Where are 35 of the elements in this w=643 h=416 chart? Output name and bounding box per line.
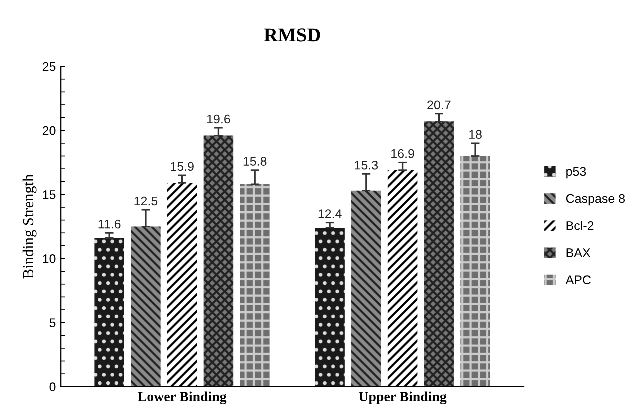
y-tick-label: 5 (50, 318, 56, 328)
legend-label: Caspase 8 (566, 194, 626, 206)
bar (204, 136, 234, 387)
y-tick-label: 15 (43, 190, 56, 200)
data-label: 20.7 (428, 100, 451, 110)
data-label: 18 (470, 130, 482, 140)
legend-label: Bcl-2 (566, 221, 594, 230)
data-label: 15.9 (171, 162, 194, 172)
y-axis-title: Binding Strength (22, 174, 37, 279)
x-tick-label: Lower Binding (138, 392, 227, 404)
bar (167, 183, 198, 387)
bar (240, 184, 270, 387)
y-tick-label: 20 (42, 126, 56, 136)
x-tick-label: Upper Binding (359, 392, 447, 404)
bar (94, 238, 124, 387)
y-tick-label: 25 (42, 62, 56, 72)
legend-label: APC (566, 276, 592, 284)
y-tick-label: 10 (43, 254, 56, 264)
bar (460, 156, 490, 387)
bar (424, 122, 454, 387)
data-label: 12.4 (318, 210, 342, 218)
data-label: 12.5 (134, 196, 158, 206)
legend-label: BAX (566, 248, 591, 258)
chart-title: RMSD (264, 28, 320, 42)
y-tick-label: 0 (50, 382, 56, 392)
data-label: 19.6 (208, 114, 230, 124)
data-label: 11.6 (98, 220, 121, 229)
bar (131, 226, 161, 387)
bar (352, 190, 382, 387)
data-label: 15.8 (244, 157, 267, 166)
bar (388, 170, 418, 387)
legend-label: p53 (566, 167, 586, 179)
data-label: 15.3 (355, 160, 378, 170)
data-label: 16.9 (392, 149, 414, 158)
bar (315, 228, 345, 387)
